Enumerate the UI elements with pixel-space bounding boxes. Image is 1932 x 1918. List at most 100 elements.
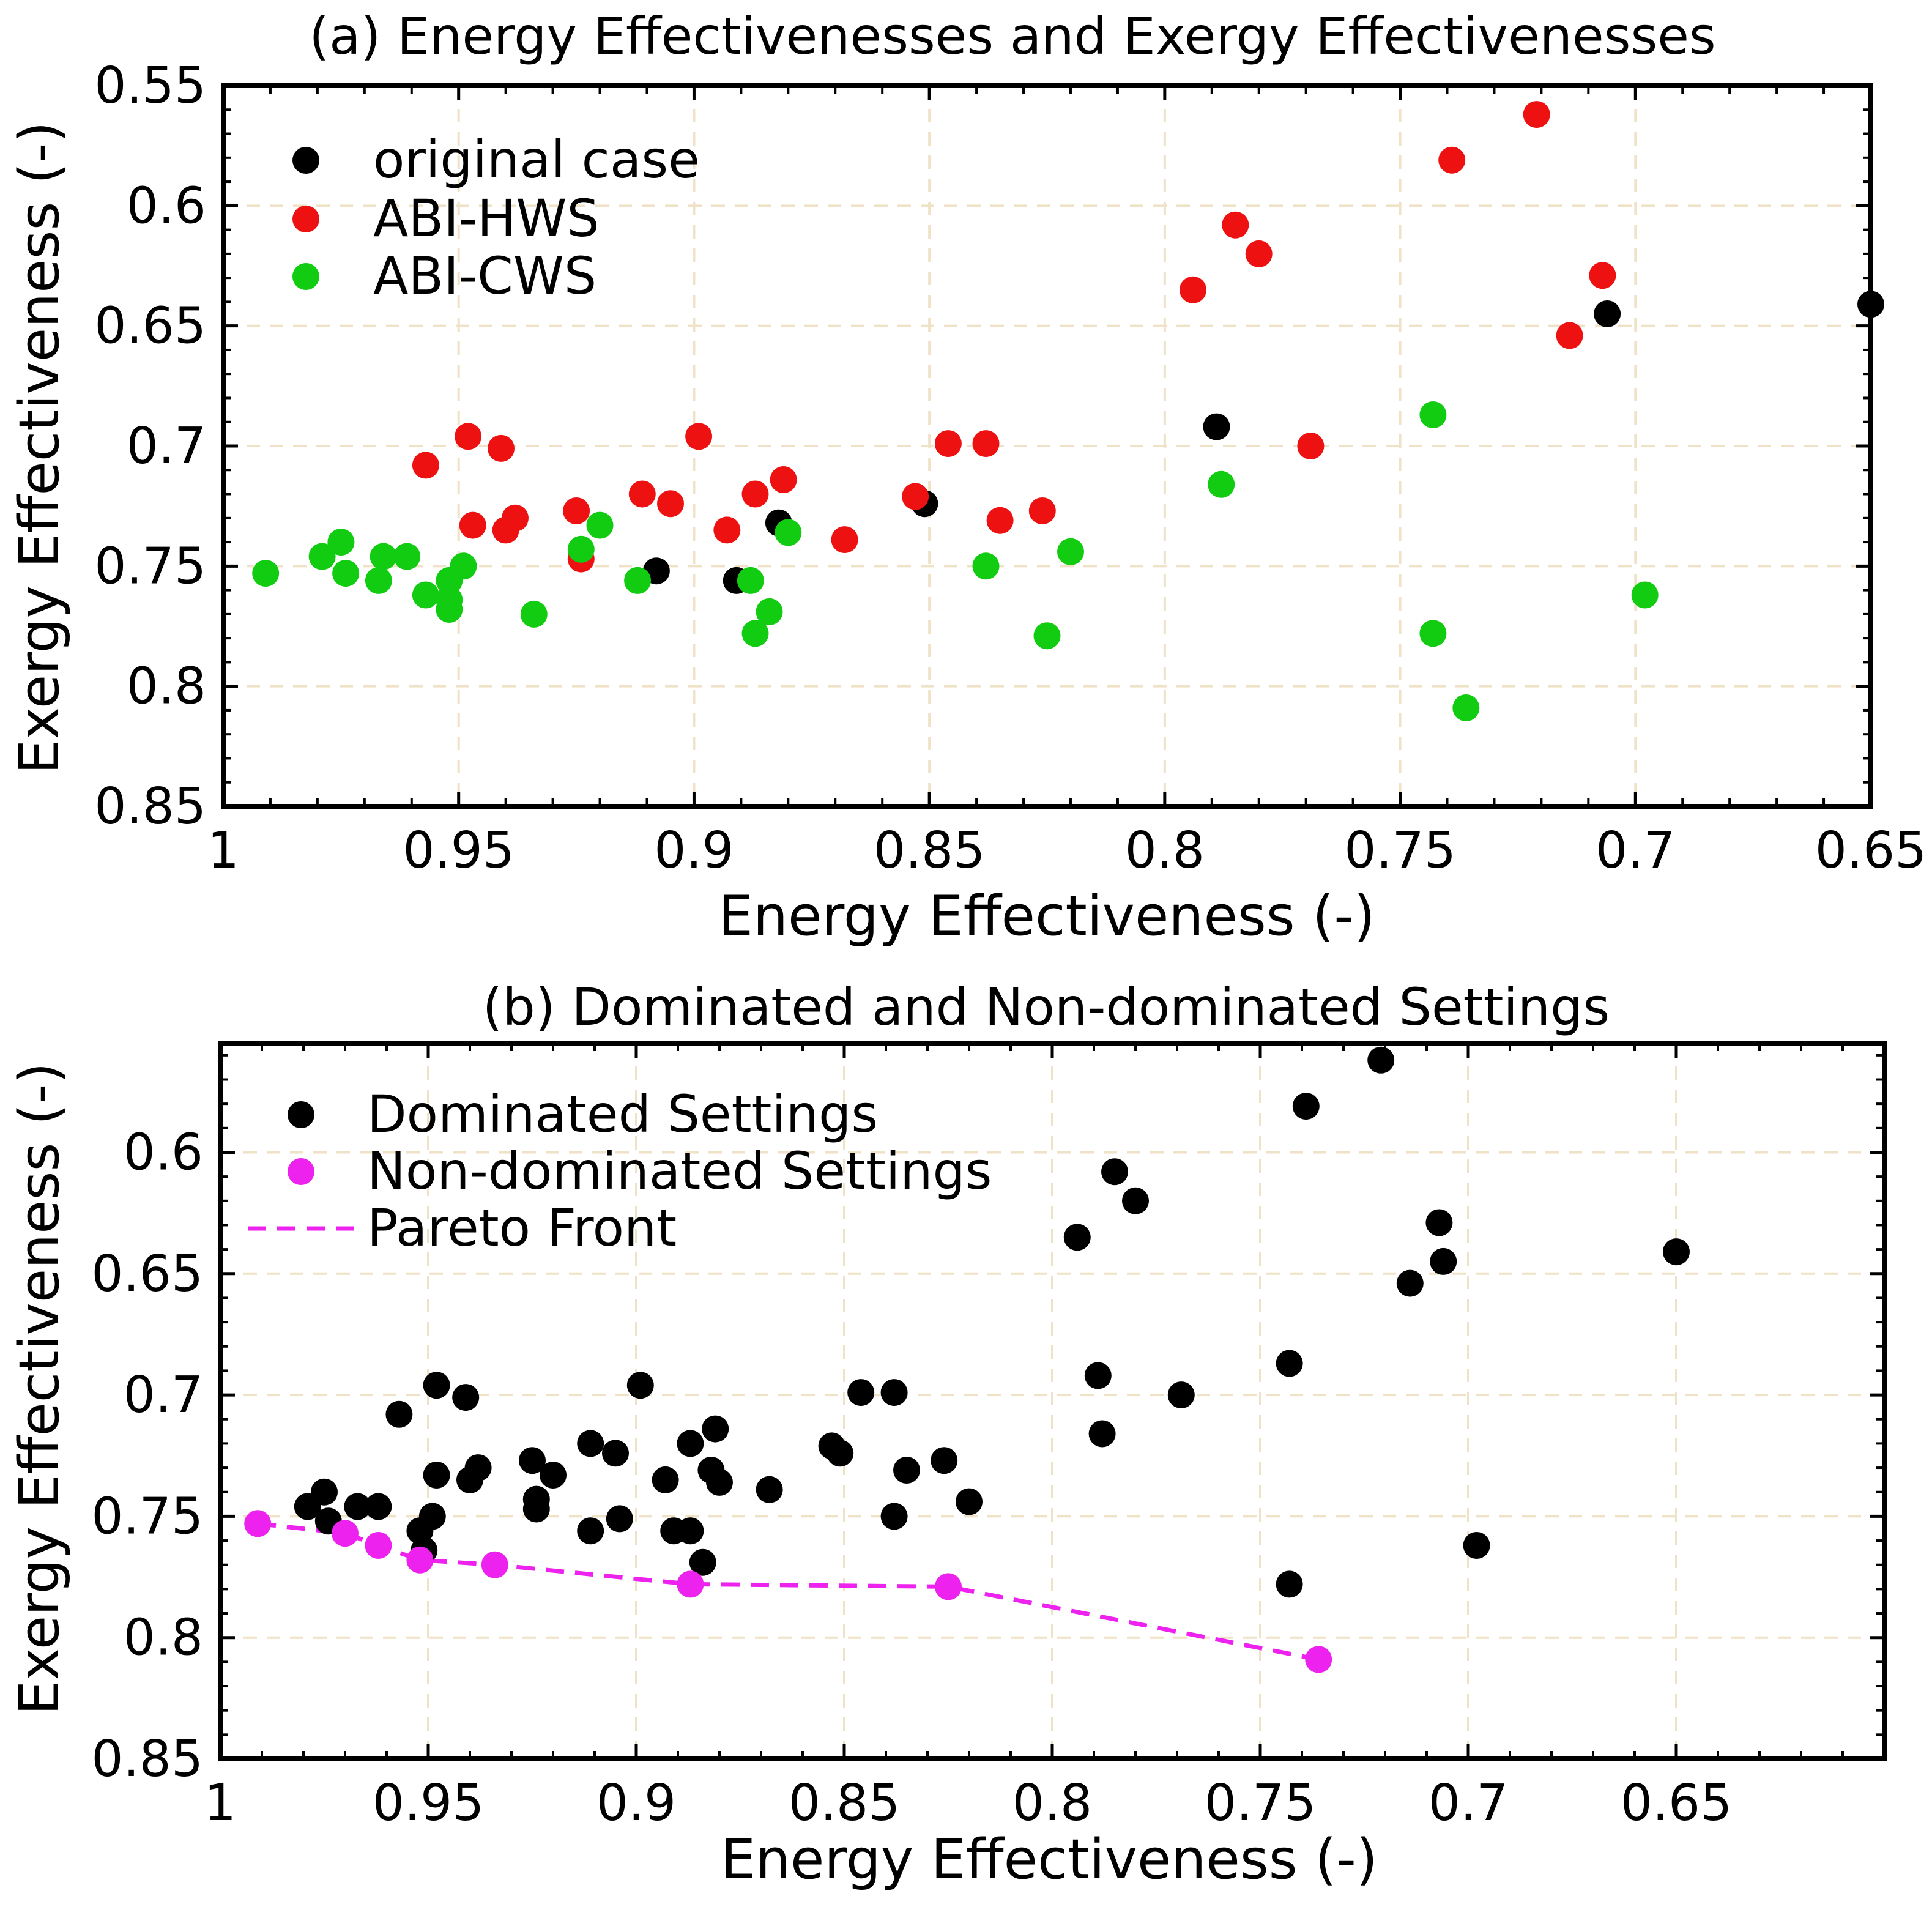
dominated-settings-point (519, 1447, 546, 1474)
abi-cws-point (741, 620, 769, 647)
abi-hws-point (459, 511, 486, 539)
dominated-settings-point (706, 1468, 733, 1496)
dominated-settings-point (1663, 1238, 1690, 1266)
non-dominated-settings-point (365, 1532, 392, 1559)
abi-hws-point (1438, 146, 1466, 174)
abi-cws-point (737, 567, 764, 594)
dominated-settings-point (1167, 1381, 1195, 1409)
dominated-settings-point (1367, 1046, 1395, 1074)
dominated-settings-point (1084, 1362, 1112, 1389)
dominated-settings-point (1396, 1269, 1424, 1297)
non-dominated-settings-point (481, 1551, 508, 1578)
y-tick-label: 0.8 (124, 1609, 203, 1667)
non-dominated-settings-point (1305, 1646, 1332, 1673)
dominated-settings-point (956, 1488, 983, 1515)
abi-hws-point (1523, 101, 1550, 128)
x-tick-label: 0.65 (1815, 822, 1927, 880)
panel-a-grid (223, 86, 1871, 806)
legend-b-dominated-label: Dominated Settings (367, 1084, 878, 1144)
legend-a-abi-cws-marker (292, 263, 319, 290)
x-tick-label: 0.9 (596, 1774, 676, 1832)
legend-a-abi-hws-marker (292, 206, 319, 232)
panel-a: (a) Energy Effectivenesses and Exergy Ef… (7, 6, 1926, 948)
y-tick-label: 0.85 (94, 778, 206, 836)
dominated-settings-point (652, 1466, 679, 1493)
abi-cws-point (567, 535, 595, 563)
panel-b-x-tick-labels: 1 0.95 0.9 0.85 0.8 0.75 0.7 0.65 (204, 1774, 1732, 1832)
dominated-settings-point (1101, 1158, 1128, 1186)
abi-cws-point (412, 581, 439, 609)
x-tick-label: 0.95 (403, 822, 515, 880)
dominated-settings-point (602, 1440, 629, 1467)
x-tick-label: 0.65 (1621, 1774, 1733, 1832)
abi-hws-point (741, 480, 769, 508)
non-dominated-settings-point (332, 1520, 359, 1547)
panel-a-title: (a) Energy Effectivenesses and Exergy Ef… (309, 6, 1715, 66)
abi-hws-point (628, 480, 656, 508)
legend-a-abi-cws-label: ABI-CWS (373, 246, 596, 306)
legend-a-original-case-marker (292, 147, 319, 174)
x-tick-label: 1 (204, 1774, 236, 1832)
dominated-settings-point (880, 1379, 908, 1407)
panel-b-legend: Dominated Settings Non-dominated Setting… (248, 1084, 992, 1258)
panel-b-grid (220, 1043, 1884, 1759)
x-tick-label: 0.9 (654, 822, 734, 880)
y-tick-label: 0.65 (91, 1245, 203, 1303)
abi-cws-point (1208, 470, 1235, 498)
dominated-settings-point (385, 1400, 413, 1428)
dominated-settings-point (1063, 1224, 1091, 1251)
abi-cws-point (393, 543, 421, 570)
panel-b-title: (b) Dominated and Non-dominated Settings (483, 977, 1610, 1037)
panel-a-frame (221, 83, 1873, 809)
abi-hws-point (563, 497, 590, 524)
x-tick-label: 0.85 (874, 822, 986, 880)
dominated-settings-point (452, 1384, 480, 1411)
dominated-settings-point (344, 1493, 371, 1520)
dominated-settings-point (1276, 1350, 1303, 1377)
dominated-settings-point (311, 1478, 338, 1506)
dominated-settings-point (756, 1476, 783, 1503)
y-tick-label: 0.6 (124, 1123, 203, 1181)
abi-hws-point (455, 423, 482, 450)
y-tick-label: 0.8 (127, 658, 206, 716)
abi-hws-point (713, 516, 741, 544)
dominated-settings-point (418, 1503, 446, 1530)
x-tick-label: 0.95 (373, 1774, 485, 1832)
dominated-settings-point (577, 1430, 604, 1457)
dominated-settings-point (464, 1454, 492, 1482)
non-dominated-settings-point (935, 1573, 962, 1600)
dominated-settings-point (365, 1493, 392, 1520)
y-tick-label: 0.55 (94, 57, 206, 115)
non-dominated-settings-point (244, 1510, 272, 1537)
panel-b: (b) Dominated and Non-dominated Settings… (7, 977, 1887, 1892)
non-dominated-settings-point (406, 1546, 434, 1574)
abi-hws-point (1180, 276, 1206, 303)
dominated-settings-point (626, 1372, 654, 1399)
dominated-settings-point (577, 1517, 604, 1545)
abi-cws-point (332, 560, 360, 587)
abi-hws-point (1028, 497, 1056, 524)
x-tick-label: 0.75 (1344, 822, 1456, 880)
abi-cws-point (436, 586, 463, 614)
abi-cws-point (365, 567, 392, 594)
dominated-settings-point (847, 1379, 875, 1407)
abi-hws-point (902, 483, 929, 510)
abi-hws-point (831, 526, 858, 554)
x-tick-label: 0.7 (1429, 1774, 1508, 1832)
abi-cws-point (1419, 401, 1447, 428)
y-tick-label: 0.75 (94, 537, 206, 595)
abi-cws-point (1631, 581, 1659, 609)
abi-hws-point (1589, 262, 1616, 289)
panel-b-points (244, 1046, 1690, 1673)
dominated-settings-point (606, 1505, 633, 1533)
abi-hws-point (1556, 322, 1583, 349)
abi-hws-point (986, 507, 1014, 534)
legend-a-original-case-label: original case (373, 130, 700, 190)
panel-b-frame (218, 1041, 1887, 1761)
legend-b-non-dominated-marker (288, 1158, 314, 1185)
abi-cws-point (450, 552, 477, 580)
abi-hws-point (1222, 211, 1249, 239)
y-tick-label: 0.6 (127, 177, 206, 235)
abi-hws-point (492, 516, 519, 544)
